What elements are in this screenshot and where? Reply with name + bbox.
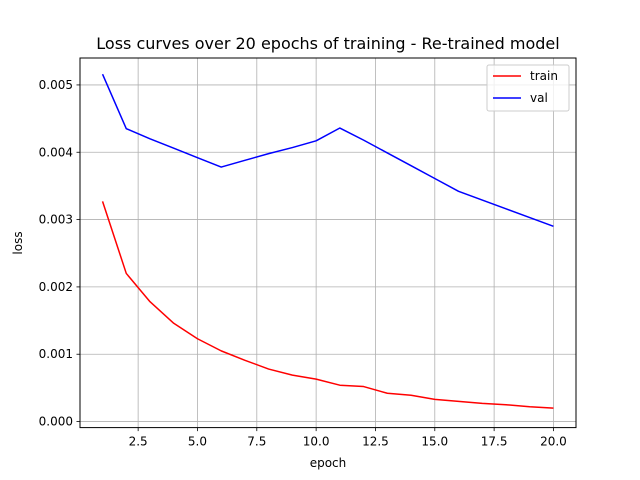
x-tick-label: 17.5	[481, 435, 508, 449]
plot-frame	[79, 57, 577, 429]
x-tick-label: 20.0	[540, 435, 567, 449]
y-axis-ticks: 0.000 0.001 0.002 0.003 0.004 0.005	[39, 78, 80, 429]
x-tick-label: 5.0	[188, 435, 207, 449]
y-tick-label: 0.004	[39, 145, 73, 159]
x-tick-label: 15.0	[421, 435, 448, 449]
legend: train val	[486, 64, 570, 112]
y-tick-label: 0.001	[39, 347, 73, 361]
y-tick-label: 0.003	[39, 213, 73, 227]
legend-label-val: val	[530, 91, 548, 105]
x-axis-label: epoch	[310, 456, 347, 470]
y-tick-label: 0.002	[39, 280, 73, 294]
y-tick-label: 0.000	[39, 415, 73, 429]
y-axis-label: loss	[11, 231, 25, 254]
grid	[80, 58, 576, 428]
x-tick-label: 10.0	[303, 435, 330, 449]
series-line-train	[101, 201, 554, 409]
x-axis-ticks: 2.5 5.0 7.5 10.0 12.5 15.0 17.5 20.0	[129, 427, 567, 449]
x-tick-label: 12.5	[362, 435, 389, 449]
series-line-val	[101, 73, 554, 228]
y-tick-label: 0.005	[39, 78, 73, 92]
chart-title: Loss curves over 20 epochs of training -…	[96, 34, 559, 53]
legend-label-train: train	[530, 69, 558, 83]
x-tick-label: 2.5	[129, 435, 148, 449]
x-tick-label: 7.5	[247, 435, 266, 449]
series-lines	[101, 73, 554, 409]
